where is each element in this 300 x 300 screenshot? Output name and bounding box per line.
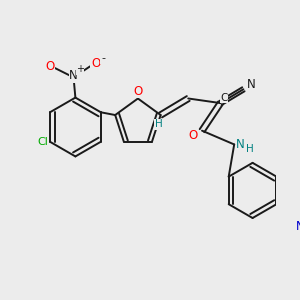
Text: O: O (45, 60, 54, 73)
Text: N: N (236, 138, 245, 151)
Text: O: O (188, 129, 197, 142)
Text: N: N (247, 78, 256, 91)
Text: N: N (296, 220, 300, 233)
Text: +: + (76, 64, 84, 74)
Text: -: - (101, 53, 105, 63)
Text: N: N (69, 69, 78, 82)
Text: O: O (133, 85, 142, 98)
Text: C: C (220, 93, 228, 103)
Text: H: H (155, 119, 163, 129)
Text: O: O (91, 57, 100, 70)
Text: H: H (246, 144, 254, 154)
Text: Cl: Cl (37, 137, 48, 147)
